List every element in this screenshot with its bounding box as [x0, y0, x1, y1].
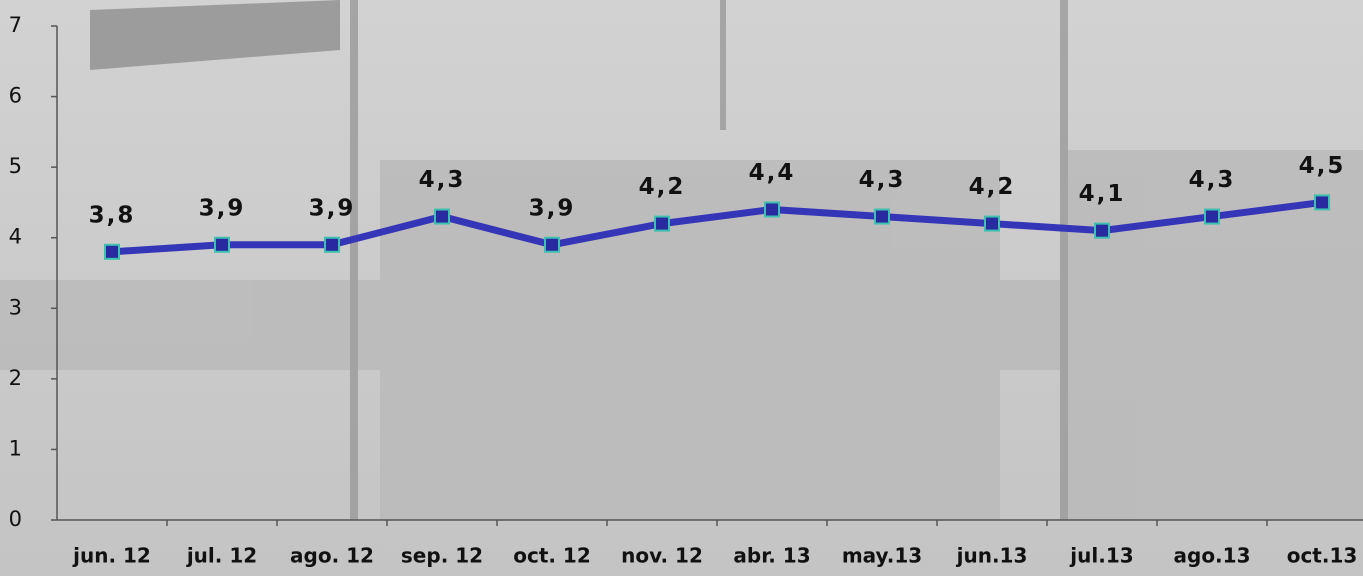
y-tick-label: 4 [9, 225, 22, 249]
value-label: 4,3 [859, 167, 906, 193]
x-tick-label: may.13 [842, 544, 922, 568]
point-marker [1314, 194, 1330, 211]
value-label: 4,3 [419, 167, 466, 193]
value-label: 3,9 [529, 195, 576, 221]
point-marker [654, 215, 670, 232]
point-marker [984, 215, 1000, 232]
point-marker [214, 236, 230, 253]
point-marker [434, 208, 450, 225]
x-tick-label: ago. 12 [290, 544, 374, 568]
point-marker [764, 201, 780, 218]
point-marker [1204, 208, 1220, 225]
y-tick-label: 7 [9, 13, 22, 37]
point-marker [324, 236, 340, 253]
x-tick-label: ago.13 [1174, 544, 1251, 568]
y-tick-label: 2 [9, 366, 22, 390]
value-label: 4,4 [749, 160, 796, 186]
value-label: 4,1 [1079, 181, 1126, 207]
x-tick-label: oct. 12 [513, 544, 591, 568]
value-label: 3,9 [199, 195, 246, 221]
point-marker [1094, 222, 1110, 239]
x-tick-label: sep. 12 [401, 544, 483, 568]
x-tick-label: nov. 12 [621, 544, 703, 568]
x-tick-label: jun. 12 [72, 544, 151, 568]
value-label: 3,9 [309, 195, 356, 221]
x-tick-label: oct.13 [1287, 544, 1358, 568]
point-marker [104, 243, 120, 260]
value-label: 4,5 [1299, 153, 1346, 179]
y-tick-label: 3 [9, 295, 22, 319]
value-label: 4,3 [1189, 167, 1236, 193]
value-label: 4,2 [639, 174, 686, 200]
x-tick-label: jul. 12 [186, 544, 257, 568]
series-line [111, 198, 1323, 256]
x-tick-label: abr. 13 [733, 544, 810, 568]
point-marker [544, 236, 560, 253]
x-tick-label: jun.13 [956, 544, 1028, 568]
point-marker [874, 208, 890, 225]
y-tick-label: 6 [9, 84, 22, 108]
y-tick-label: 1 [9, 436, 22, 460]
x-tick-label: jul.13 [1069, 544, 1133, 568]
value-label: 3,8 [89, 202, 136, 228]
y-tick-label: 5 [9, 154, 22, 178]
value-label: 4,2 [969, 174, 1016, 200]
y-tick-label: 0 [9, 507, 22, 531]
